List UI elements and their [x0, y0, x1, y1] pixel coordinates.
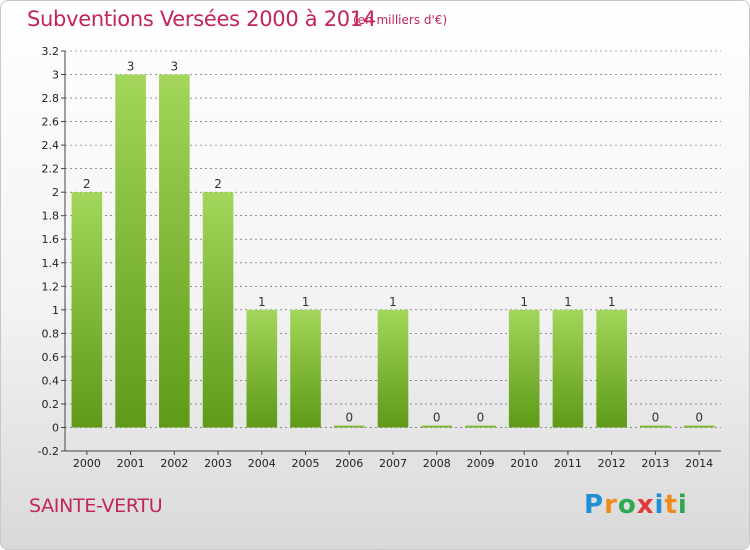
proxiti-logo: Proxiti — [584, 490, 688, 520]
x-tick-label: 2002 — [160, 457, 188, 470]
bar — [683, 425, 715, 428]
bar-value-label: 1 — [608, 295, 616, 309]
bar — [377, 309, 409, 428]
x-tick-label: 2001 — [117, 457, 145, 470]
logo-letter: i — [677, 490, 688, 520]
bar-value-label: 0 — [433, 410, 441, 424]
y-tick-label: 1.2 — [42, 280, 60, 293]
bar — [465, 425, 496, 428]
y-tick-label: 1.4 — [42, 257, 60, 270]
bar-value-label: 1 — [520, 295, 528, 309]
bar-value-label: 1 — [389, 295, 397, 309]
bar-value-label: 3 — [127, 60, 135, 74]
logo-letter: i — [654, 490, 665, 520]
logo-letter: r — [604, 490, 618, 520]
y-tick-label: 3 — [52, 69, 59, 82]
y-tick-label: 2.2 — [42, 163, 60, 176]
x-tick-label: 2014 — [685, 457, 713, 470]
logo-letter: o — [617, 490, 637, 520]
bar — [246, 309, 278, 428]
bar — [640, 425, 671, 428]
bar — [115, 74, 146, 428]
y-tick-label: 1 — [52, 304, 59, 317]
x-tick-label: 2000 — [73, 457, 101, 470]
x-tick-label: 2012 — [598, 457, 626, 470]
y-tick-label: 3.2 — [42, 45, 60, 58]
bar — [508, 309, 540, 428]
bar-value-label: 0 — [345, 410, 353, 424]
y-tick-label: 1.6 — [42, 233, 60, 246]
bar — [421, 425, 453, 428]
x-tick-label: 2009 — [466, 457, 494, 470]
y-tick-label: 0.4 — [42, 374, 60, 387]
y-tick-label: 2 — [52, 186, 59, 199]
y-tick-label: 0.2 — [42, 398, 60, 411]
y-tick-label: 2.6 — [42, 116, 60, 129]
bar — [552, 309, 584, 428]
x-tick-label: 2007 — [379, 457, 407, 470]
city-name: SAINTE-VERTU — [29, 495, 163, 517]
x-tick-label: 2004 — [248, 457, 276, 470]
bar — [290, 309, 321, 428]
bar-value-label: 0 — [695, 410, 703, 424]
y-tick-label: 0.8 — [42, 327, 60, 340]
bar — [159, 74, 190, 428]
chart-subtitle: (en milliers d'€) — [353, 13, 448, 27]
bar — [71, 192, 103, 428]
bar — [596, 309, 627, 428]
bar — [202, 192, 234, 428]
bar-value-label: 1 — [258, 295, 266, 309]
x-tick-label: 2003 — [204, 457, 232, 470]
x-tick-label: 2013 — [641, 457, 669, 470]
bar-value-label: 3 — [171, 60, 179, 74]
bar — [333, 425, 365, 428]
x-tick-label: 2005 — [292, 457, 320, 470]
y-tick-label: 1.8 — [42, 210, 60, 223]
y-tick-label: 2.4 — [42, 139, 60, 152]
bar-value-label: 1 — [302, 295, 310, 309]
y-tick-label: -0.2 — [38, 445, 59, 458]
bar-value-label: 0 — [477, 410, 485, 424]
chart-title: Subventions Versées 2000 à 2014 — [27, 7, 376, 31]
y-tick-label: 0.6 — [42, 351, 60, 364]
logo-letter: t — [664, 490, 678, 520]
bar-value-label: 2 — [214, 177, 222, 191]
x-tick-label: 2010 — [510, 457, 538, 470]
logo-letter: P — [584, 490, 605, 520]
y-tick-label: 2.8 — [42, 92, 60, 105]
bar-value-label: 1 — [564, 295, 572, 309]
bar-value-label: 0 — [652, 410, 660, 424]
y-tick-label: 0 — [52, 421, 59, 434]
logo-letter: x — [636, 490, 655, 520]
x-tick-label: 2006 — [335, 457, 363, 470]
bar-value-label: 2 — [83, 177, 91, 191]
x-tick-label: 2011 — [554, 457, 582, 470]
x-tick-label: 2008 — [423, 457, 451, 470]
